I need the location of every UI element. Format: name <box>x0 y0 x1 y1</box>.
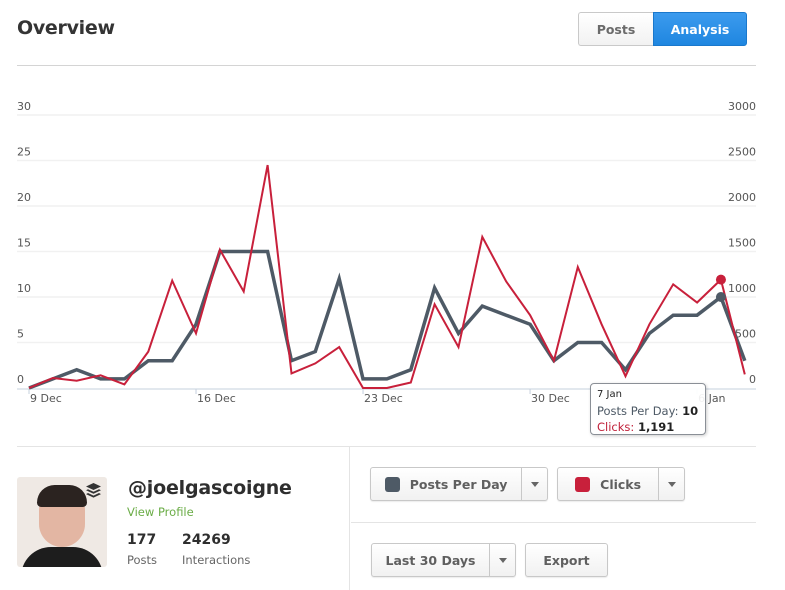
tooltip-date: 7 Jan <box>597 389 622 400</box>
buffer-layers-icon <box>86 483 101 498</box>
svg-text:23 Dec: 23 Dec <box>364 392 403 405</box>
metric2-select[interactable]: Clicks <box>558 468 660 500</box>
tooltip-posts-label: Posts Per Day: <box>597 404 679 418</box>
header: Overview Posts Analysis <box>0 0 785 66</box>
tooltip-clicks-value: 1,191 <box>637 420 675 434</box>
page-title: Overview <box>17 17 115 39</box>
svg-text:500: 500 <box>735 328 756 341</box>
view-toggle: Posts Analysis <box>578 12 747 46</box>
svg-text:10: 10 <box>17 282 31 295</box>
svg-text:0: 0 <box>17 373 24 386</box>
tab-posts[interactable]: Posts <box>578 12 653 46</box>
metric1-select[interactable]: Posts Per Day <box>371 468 523 500</box>
svg-text:2500: 2500 <box>728 146 756 159</box>
svg-text:2000: 2000 <box>728 191 756 204</box>
divider <box>349 447 350 590</box>
svg-text:0: 0 <box>749 373 756 386</box>
svg-text:15: 15 <box>17 237 31 250</box>
svg-text:3000: 3000 <box>728 100 756 113</box>
clicks-color-swatch-icon <box>575 476 591 492</box>
divider <box>17 65 756 66</box>
svg-text:16 Dec: 16 Dec <box>197 392 236 405</box>
date-range-dropdown[interactable]: Last 30 Days <box>371 543 516 577</box>
svg-text:30: 30 <box>17 100 31 113</box>
chart-canvas[interactable]: 0 0 5 500 10 1000 15 1500 20 2000 25 2500 30 3000 9 De… <box>0 90 785 420</box>
divider <box>351 522 756 523</box>
posts-count-label: Posts <box>127 553 158 567</box>
svg-text:25: 25 <box>17 146 31 159</box>
tooltip-posts-value: 10 <box>682 404 699 418</box>
date-range-chevron-down-icon[interactable] <box>490 544 515 576</box>
view-profile-link[interactable]: View Profile <box>127 505 194 519</box>
metric2-dropdown[interactable]: Clicks <box>557 467 685 501</box>
tooltip-clicks-label: Clicks: <box>597 420 635 434</box>
chart-tooltip: 7 Jan Posts Per Day: 10 Clicks: 1,191 <box>590 383 706 435</box>
svg-text:30 Dec: 30 Dec <box>531 392 570 405</box>
svg-text:1000: 1000 <box>728 282 756 295</box>
metric2-chevron-down-icon[interactable] <box>659 468 684 500</box>
metric1-label: Posts Per Day <box>409 476 508 492</box>
date-range-select[interactable]: Last 30 Days <box>372 544 490 576</box>
interactions-count-label: Interactions <box>182 553 251 567</box>
avatar <box>17 477 107 567</box>
divider <box>17 446 756 447</box>
profile-handle: @joelgascoigne <box>128 477 292 499</box>
posts-color-swatch-icon <box>384 476 400 492</box>
line-chart: 0 0 5 500 10 1000 15 1500 20 2000 25 2500 30 3000 9 De… <box>0 90 785 435</box>
interactions-count: 24269 <box>182 532 231 548</box>
metric1-chevron-down-icon[interactable] <box>522 468 547 500</box>
svg-text:9 Dec: 9 Dec <box>30 392 62 405</box>
metric1-dropdown[interactable]: Posts Per Day <box>370 467 548 501</box>
svg-text:5: 5 <box>17 328 24 341</box>
date-range-label: Last 30 Days <box>385 552 476 568</box>
svg-text:20: 20 <box>17 191 31 204</box>
metric2-label: Clicks <box>600 476 642 492</box>
posts-count: 177 <box>127 532 157 548</box>
svg-text:1500: 1500 <box>728 237 756 250</box>
tab-analysis[interactable]: Analysis <box>653 12 747 46</box>
export-button[interactable]: Export <box>525 543 608 577</box>
